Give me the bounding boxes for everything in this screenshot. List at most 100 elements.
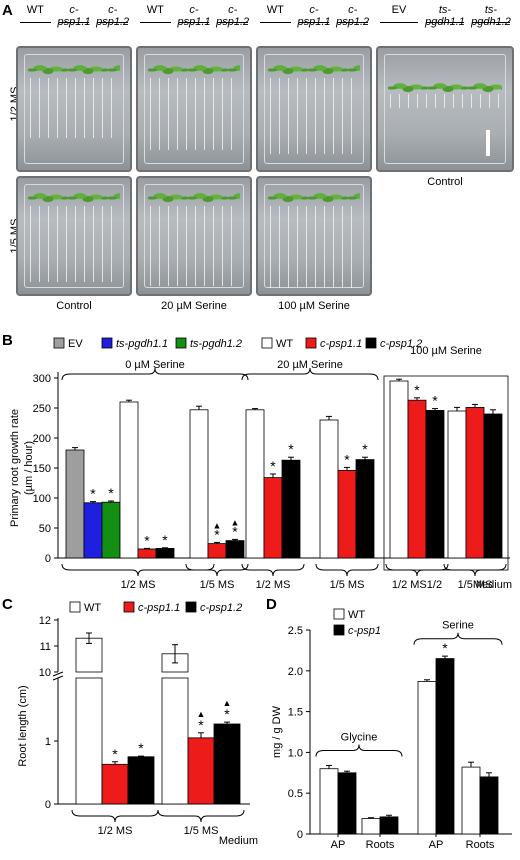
significance-star: * xyxy=(270,458,276,474)
legend-swatch-wt xyxy=(261,337,273,349)
legend-swatch-c-psp1-2 xyxy=(365,337,377,349)
y-tick-label-2-5: 2.5 xyxy=(288,625,303,637)
group-label-serine: Serine xyxy=(442,620,474,632)
genotype-underline xyxy=(178,22,210,23)
bar-c-psp1-1 xyxy=(465,407,485,559)
legend-swatch-c-psp1 xyxy=(333,624,345,636)
legend-label-c-psp1: c-psp1 xyxy=(348,625,381,637)
bar-wt xyxy=(361,818,381,835)
chart-b-root-growth-rate: EV ts-pgdh1.1 ts-pgdh1.2 WT c-psp1.1 c-psp1.2… xyxy=(9,337,512,591)
y-axis-label-line1: Primary root growth rate xyxy=(9,409,21,527)
medium-label-1-5-ms: 1/5 MS xyxy=(184,825,219,837)
bracket-label-100um-serine: 100 µM Serine xyxy=(410,345,482,357)
bar-wt xyxy=(119,401,139,559)
brace-serine xyxy=(413,632,503,645)
medium-axis-label: Medium xyxy=(473,579,512,591)
bracket-label-20um-serine: 20 µM Serine xyxy=(277,359,343,371)
legend-label-ts-pgdh1-1: ts-pgdh1.1 xyxy=(116,338,168,350)
y-axis-label: Root length (cm) xyxy=(17,685,29,766)
panel-d-label: D xyxy=(266,596,277,613)
bar-c-psp1-2 xyxy=(213,723,241,805)
axis-break-mark xyxy=(52,671,64,677)
right-plate-caption: Control xyxy=(427,176,463,188)
significance-star: * xyxy=(224,706,230,722)
y-tick-label-0: 0 xyxy=(297,829,303,841)
y-axis-label-line2: (µm / hour) xyxy=(23,441,35,495)
group-label-glycine: Glycine xyxy=(341,731,378,743)
genotype-header-c-psp1-2: c-psp1.2 xyxy=(96,4,130,28)
genotype-header-wt: WT xyxy=(26,4,44,16)
legend-swatch-ts-pgdh1-2 xyxy=(175,337,187,349)
bracket-label-0um-serine: 0 µM Serine xyxy=(125,359,185,371)
brace-medium-5 xyxy=(443,563,507,577)
bar-c-psp1-1 xyxy=(101,763,129,805)
y-tick-label-50: 50 xyxy=(39,523,51,535)
genotype-underline xyxy=(20,22,51,23)
y-tick-label-0-5: 0.5 xyxy=(288,788,303,800)
bar-lower-wt xyxy=(75,677,103,805)
bar-wt xyxy=(417,681,437,835)
plate-photo-ts-pgdh-control xyxy=(376,46,514,172)
medium-label-1-2-ms: 1/2 MS xyxy=(98,825,133,837)
brace-medium-1 xyxy=(185,563,249,577)
bar-ev xyxy=(65,449,85,559)
bar-wt xyxy=(319,768,339,835)
bar-c-psp1 xyxy=(479,776,499,835)
chart-d-amino-acid-content: WT c-psp1 0 0.5 1.0 1.5 2.0 2.5 mg / g DW AP Roots… xyxy=(271,608,512,851)
bar-c-psp1-1 xyxy=(263,477,283,559)
significance-star: * xyxy=(442,640,448,656)
bar-c-psp1-2 xyxy=(127,756,155,805)
significance-star: * xyxy=(112,746,118,762)
legend-label-c-psp1-2: c-psp1.2 xyxy=(200,602,242,614)
bar-c-psp1-1 xyxy=(137,548,157,559)
bar-c-psp1-2 xyxy=(425,410,445,559)
legend-label-wt: WT xyxy=(276,338,293,350)
legend-swatch-c-psp1-1 xyxy=(123,601,135,613)
plate-photo-100um-fifth-ms xyxy=(256,176,372,296)
bar-wt xyxy=(319,419,339,559)
genotype-underline xyxy=(97,22,128,23)
brace-medium-3 xyxy=(315,563,379,577)
y-tick-label-1-0: 1.0 xyxy=(288,747,303,759)
bar-c-psp1-2 xyxy=(225,540,245,559)
bracket-0um-serine xyxy=(61,367,249,381)
bar-wt xyxy=(245,409,265,559)
legend-label-c-psp1-1: c-psp1.1 xyxy=(320,338,362,350)
bar-wt xyxy=(447,410,467,559)
medium-label-1-2-ms: 1/2 MS xyxy=(256,579,291,591)
genotype-header-wt: WT xyxy=(266,4,284,16)
chart-c-root-length: WT c-psp1.1 c-psp1.2 0 1 10 11 12 Root length (c… xyxy=(17,601,258,847)
significance-star: * xyxy=(144,532,150,548)
brace-medium-4 xyxy=(385,563,449,577)
legend-label-wt: WT xyxy=(84,602,101,614)
genotype-underline xyxy=(298,22,330,23)
genotype-header-c-psp1-1: c-psp1.1 xyxy=(297,4,331,28)
y-tick-label-150: 150 xyxy=(33,463,51,475)
genotype-underline xyxy=(58,22,90,23)
genotype-header-ev: EV xyxy=(391,4,407,16)
x-tick-label-ap: AP xyxy=(331,839,346,851)
genotype-underline xyxy=(426,22,464,23)
bar-c-psp1 xyxy=(435,658,455,835)
y-tick-label-10: 10 xyxy=(39,667,51,679)
y-tick-label-12: 12 xyxy=(39,615,51,627)
panel-c-label: C xyxy=(2,596,13,613)
y-tick-label-250: 250 xyxy=(33,403,51,415)
significance-triangle: ▲ xyxy=(197,709,206,719)
bar-wt xyxy=(461,766,481,835)
genotype-header-c-psp1-1: c-psp1.1 xyxy=(177,4,211,28)
y-tick-label-1: 1 xyxy=(45,736,51,748)
medium-label-1-2-ms: 1/2 MS xyxy=(121,579,156,591)
y-tick-label-200: 200 xyxy=(33,433,51,445)
brace-glycine xyxy=(315,744,403,757)
genotype-underline xyxy=(260,22,291,23)
bar-wt xyxy=(389,380,409,559)
panel-a-label: A xyxy=(2,2,13,19)
legend-label-ts-pgdh1-2: ts-pgdh1.2 xyxy=(190,338,242,350)
legend-label-c-psp1-2: c-psp1.2 xyxy=(380,338,422,350)
significance-star: * xyxy=(362,441,368,457)
genotype-header-wt: WT xyxy=(146,4,164,16)
legend-swatch-wt xyxy=(69,601,81,613)
plate-photo-20um-fifth-ms xyxy=(136,176,252,296)
significance-star: * xyxy=(232,523,238,539)
